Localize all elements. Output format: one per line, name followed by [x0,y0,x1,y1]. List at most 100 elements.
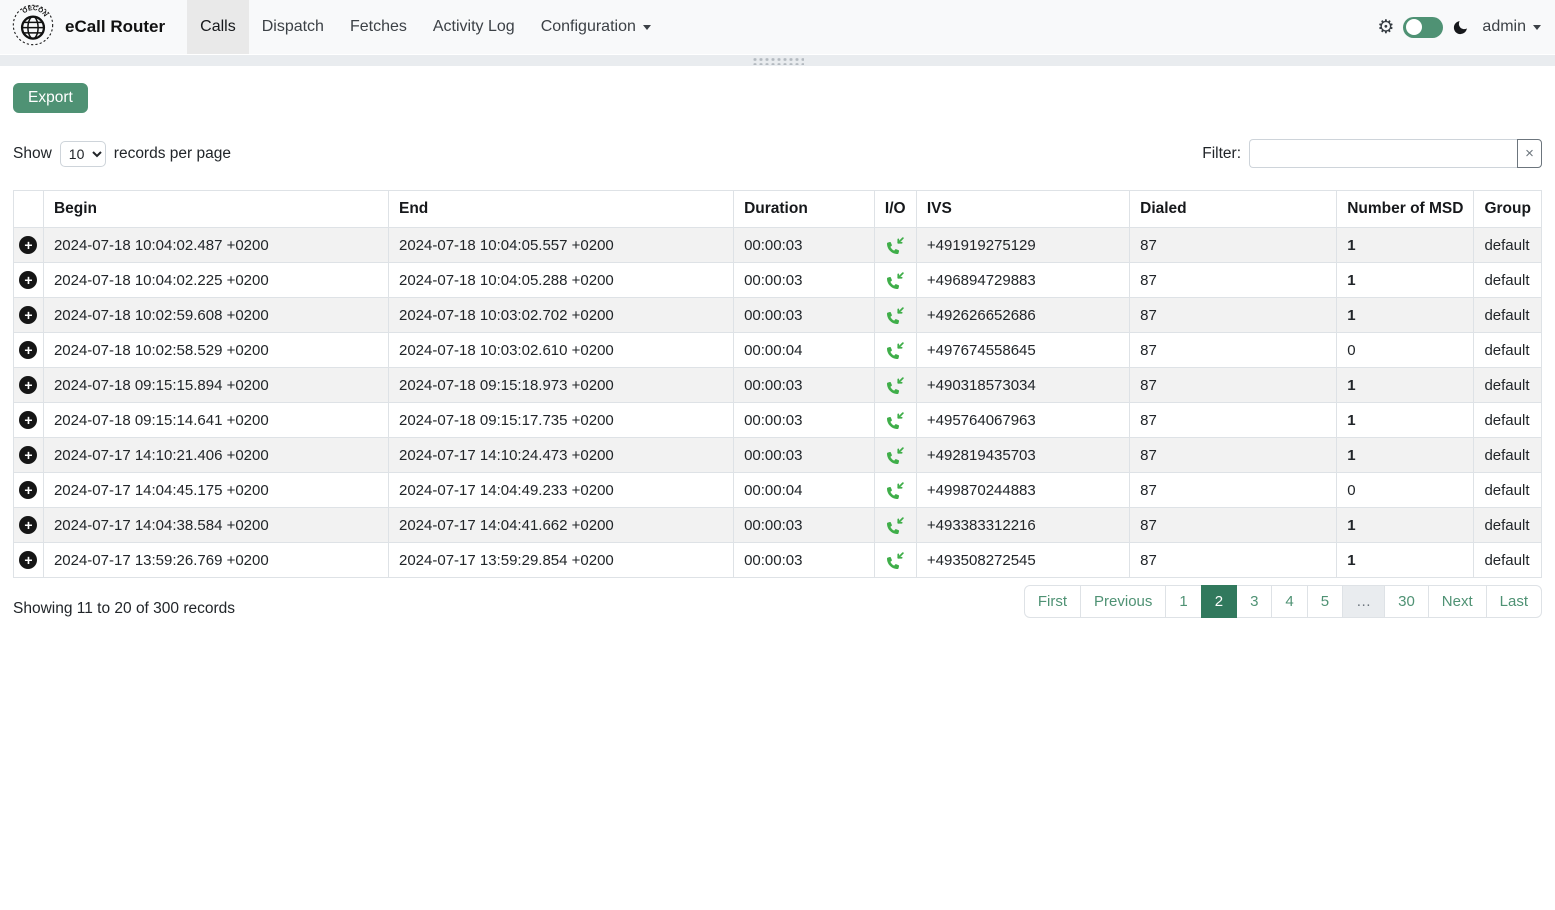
table-row: +2024-07-18 10:04:02.487 +0200 2024-07-18… [13,227,1542,263]
cell-ivs: +495764067963 [915,402,1131,438]
expand-row-button[interactable]: + [19,481,38,499]
cell-end: 2024-07-18 10:03:02.702 +0200 [387,297,735,333]
chevron-down-icon [1533,24,1541,30]
pagination-4[interactable]: 4 [1271,585,1308,618]
pagination-next[interactable]: Next [1427,585,1487,618]
table-footer: Showing 11 to 20 of 300 records First Pre… [13,585,1542,618]
nav-item-configuration[interactable]: Configuration [528,0,664,54]
table-row: +2024-07-17 13:59:26.769 +0200 2024-07-17… [13,542,1542,578]
nav-item-dispatch[interactable]: Dispatch [261,18,324,35]
cell-end: 2024-07-18 10:04:05.288 +0200 [387,262,735,298]
expand-row-button[interactable]: + [19,236,38,254]
nav-item-calls[interactable]: Calls [187,0,249,54]
cell-begin: 2024-07-18 10:04:02.225 +0200 [42,262,390,298]
pagination-1[interactable]: 1 [1165,585,1202,618]
expand-row-button[interactable]: + [19,411,38,429]
cell-io [873,402,917,438]
pagination-3[interactable]: 3 [1236,585,1273,618]
cell-end: 2024-07-17 14:04:41.662 +0200 [387,507,735,543]
export-button[interactable]: Export [13,83,88,113]
pagination-previous[interactable]: Previous [1080,585,1167,618]
cell-dialed: 87 [1129,507,1338,543]
filter-group: Filter: × [1202,139,1542,168]
cell-begin: 2024-07-18 10:02:58.529 +0200 [42,332,390,368]
table-row: +2024-07-18 09:15:15.894 +0200 2024-07-18… [13,367,1542,403]
cell-io [873,437,917,473]
table-row: +2024-07-17 14:04:45.175 +0200 2024-07-17… [13,472,1542,508]
table-row: +2024-07-18 09:15:14.641 +0200 2024-07-18… [13,402,1542,438]
cell-duration: 00:00:04 [733,472,875,508]
filter-clear-button[interactable]: × [1517,139,1542,168]
pagination-last[interactable]: Last [1485,585,1542,618]
expand-row-button[interactable]: + [19,446,38,464]
divider-strip [0,55,1555,66]
main-content: Export Show 10 records per page Filter: … [0,66,1555,618]
theme-toggle-knob [1406,19,1423,35]
pagination-5[interactable]: 5 [1306,585,1344,618]
cell-begin: 2024-07-17 14:04:45.175 +0200 [42,472,390,508]
cell-begin: 2024-07-18 09:15:14.641 +0200 [42,402,390,438]
cell-dialed: 87 [1129,297,1338,333]
cell-duration: 00:00:03 [733,507,875,543]
pagination-first[interactable]: First [1023,585,1082,618]
cell-dialed: 87 [1129,332,1338,368]
resize-drag-handle[interactable] [751,56,804,65]
table-row: +2024-07-18 10:02:59.608 +0200 2024-07-18… [13,297,1542,333]
cell-duration: 00:00:03 [733,542,875,578]
cell-io [873,297,917,333]
gear-icon[interactable]: ⚙ [1377,16,1395,38]
cell-number-of-msd: 1 [1336,262,1475,298]
cell-group: default [1473,542,1542,578]
cell-duration: 00:00:03 [733,262,875,298]
nav-item-fetches[interactable]: Fetches [349,18,407,35]
cell-begin: 2024-07-17 13:59:26.769 +0200 [42,542,390,578]
cell-duration: 00:00:03 [733,297,875,333]
column-header-dialed: Dialed [1129,190,1338,228]
cell-ivs: +492626652686 [915,297,1131,333]
table-header-row: Begin End Duration I/O IVS Dialed Number of MS… [13,190,1542,228]
cell-number-of-msd: 1 [1336,437,1475,473]
cell-io [873,227,917,263]
expand-row-button[interactable]: + [19,271,38,289]
nav-item-activity-log[interactable]: Activity Log [432,18,515,35]
user-menu[interactable]: admin [1482,18,1541,36]
pagination-2[interactable]: 2 [1200,585,1238,618]
cell-ivs: +490318573034 [915,367,1131,403]
phone-incoming-icon [886,236,904,254]
cell-number-of-msd: 1 [1336,367,1475,403]
cell-io [873,262,917,298]
cell-io [873,367,917,403]
filter-input[interactable] [1249,139,1517,168]
navbar: OECON eCall Router Calls Dispatch Fetches A… [0,0,1555,54]
cell-ivs: +493383312216 [915,507,1131,543]
cell-ivs: +499870244883 [915,472,1131,508]
phone-incoming-icon [886,376,904,394]
cell-number-of-msd: 1 [1336,297,1475,333]
cell-dialed: 87 [1129,367,1338,403]
expand-row-button[interactable]: + [19,376,38,394]
table-row: +2024-07-18 10:02:58.529 +0200 2024-07-18… [13,332,1542,368]
pagination-30[interactable]: 30 [1384,585,1429,618]
cell-end: 2024-07-18 10:04:05.557 +0200 [387,227,735,263]
theme-toggle[interactable] [1403,16,1444,38]
phone-incoming-icon [886,446,904,464]
showing-records-text: Showing 11 to 20 of 300 records [13,600,236,617]
expand-row-button[interactable]: + [19,306,38,324]
expand-row-button[interactable]: + [19,551,38,569]
expand-row-button[interactable]: + [19,341,38,359]
cell-group: default [1473,367,1542,403]
column-header-begin: Begin [42,190,390,228]
page-size-select[interactable]: 10 [59,140,106,167]
cell-number-of-msd: 1 [1336,402,1475,438]
column-header-ivs: IVS [915,190,1131,228]
cell-end: 2024-07-18 09:15:18.973 +0200 [387,367,735,403]
phone-incoming-icon [886,306,904,324]
chevron-down-icon [642,24,651,30]
cell-duration: 00:00:03 [733,227,875,263]
cell-begin: 2024-07-18 09:15:15.894 +0200 [42,367,390,403]
expand-row-button[interactable]: + [19,516,38,534]
cell-group: default [1473,297,1542,333]
cell-group: default [1473,472,1542,508]
cell-begin: 2024-07-17 14:04:38.584 +0200 [42,507,390,543]
cell-io [873,332,917,368]
